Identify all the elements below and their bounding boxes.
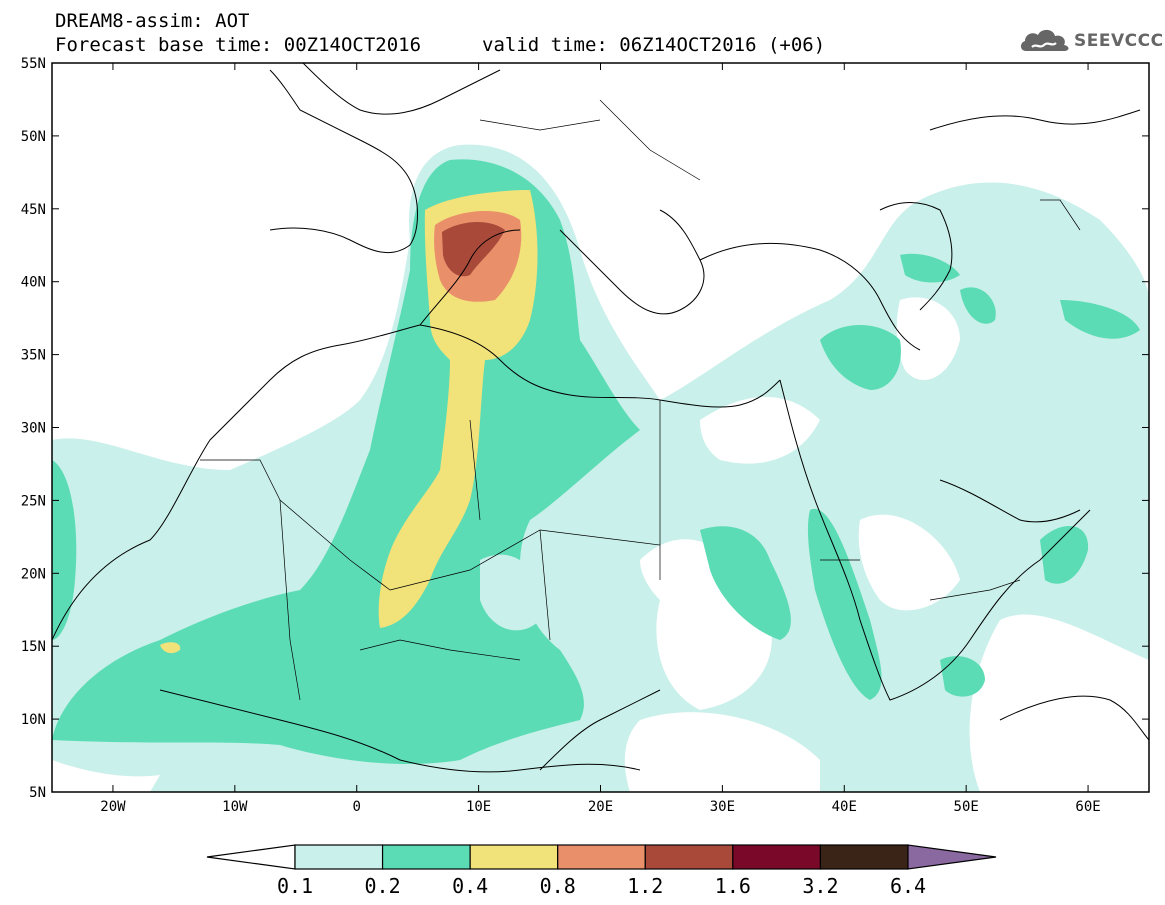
lat-label-50n: 50N bbox=[21, 129, 46, 145]
lon-label-50e: 50E bbox=[954, 799, 979, 815]
colorbar-label: 0.2 bbox=[365, 874, 401, 898]
seevccc-logo: SEEVCCC bbox=[1018, 25, 1163, 57]
lon-label-20e: 20E bbox=[588, 799, 613, 815]
lat-label-30n: 30N bbox=[21, 421, 46, 437]
lat-label-35n: 35N bbox=[21, 348, 46, 364]
colorbar-swatch bbox=[469, 844, 559, 870]
map-title: DREAM8-assim: AOT bbox=[55, 10, 250, 32]
colorbar-lower-triangle bbox=[206, 844, 296, 870]
colorbar-label: 6.4 bbox=[890, 874, 926, 898]
valid-time: valid time: 06Z14OCT2016 (+06) bbox=[482, 34, 826, 56]
colorbar-swatch bbox=[644, 844, 734, 870]
country-borders bbox=[200, 99, 1081, 701]
colorbar-label: 0.1 bbox=[277, 874, 313, 898]
lon-label-30e: 30E bbox=[710, 799, 735, 815]
colorbar-label: 1.2 bbox=[627, 874, 663, 898]
lat-label-5n: 5N bbox=[29, 785, 46, 801]
colorbar-label: 0.8 bbox=[540, 874, 576, 898]
lat-label-10n: 10N bbox=[21, 712, 46, 728]
colorbar-label: 3.2 bbox=[802, 874, 838, 898]
colorbar-swatch bbox=[294, 844, 384, 870]
lon-label-20w: 20W bbox=[100, 799, 126, 815]
lat-label-25n: 25N bbox=[21, 493, 46, 509]
coastlines bbox=[52, 63, 1149, 773]
colorbar-swatch bbox=[381, 844, 471, 870]
latitude-axis: 55N 50N 45N 40N 35N 30N 25N 20N 15N 10N 5N bbox=[21, 56, 1149, 801]
lat-label-15n: 15N bbox=[21, 639, 46, 655]
colorbar-upper-triangle bbox=[907, 844, 997, 870]
lon-label-0: 0 bbox=[353, 799, 361, 815]
lon-label-10w: 10W bbox=[222, 799, 248, 815]
colorbar-swatch bbox=[557, 844, 646, 870]
aot-contours bbox=[52, 144, 1149, 792]
colorbar-label: 0.4 bbox=[452, 874, 488, 898]
lat-label-45n: 45N bbox=[21, 202, 46, 218]
colorbar-swatch bbox=[732, 844, 822, 870]
lat-label-40n: 40N bbox=[21, 275, 46, 291]
forecast-base-time: Forecast base time: 00Z14OCT2016 bbox=[55, 34, 422, 56]
colorbar-label: 1.6 bbox=[715, 874, 751, 898]
longitude-axis: 20W 10W 0 10E 20E 30E 40E 50E 60E bbox=[100, 63, 1101, 815]
colorbar: 0.1 0.2 0.4 0.8 1.2 1.6 3.2 6.4 bbox=[206, 844, 997, 898]
lon-label-10e: 10E bbox=[466, 799, 491, 815]
colorbar-swatch bbox=[819, 844, 909, 870]
lon-label-60e: 60E bbox=[1075, 799, 1100, 815]
lat-label-20n: 20N bbox=[21, 566, 46, 582]
lat-label-55n: 55N bbox=[21, 56, 46, 72]
lon-label-40e: 40E bbox=[832, 799, 857, 815]
logo-text: SEEVCCC bbox=[1074, 31, 1164, 51]
cloud-logo-icon bbox=[1020, 29, 1069, 51]
